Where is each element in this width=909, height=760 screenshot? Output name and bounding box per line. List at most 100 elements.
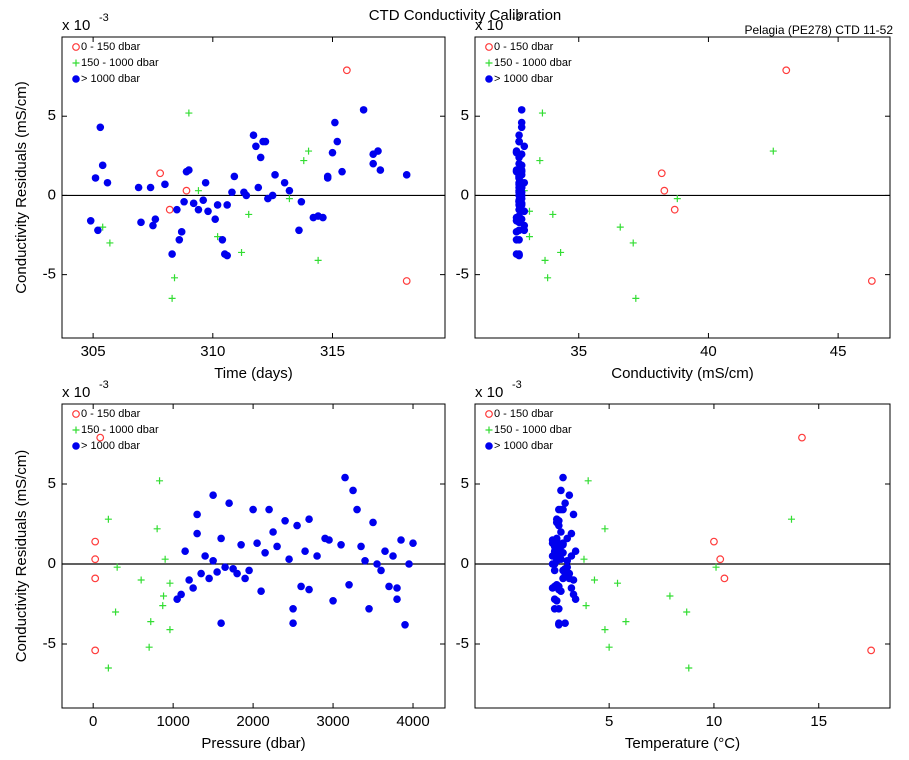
dot-marker bbox=[209, 491, 217, 500]
dot-marker bbox=[211, 215, 219, 223]
dot-marker bbox=[561, 499, 569, 508]
dot-marker bbox=[98, 161, 107, 170]
dot-marker bbox=[245, 566, 253, 575]
subplot: 5 10 15 -5 0 5 x 10 -3 Temperature (°C) 0 - 150 d… bbox=[456, 379, 891, 752]
plus-marker bbox=[787, 515, 795, 523]
dot-marker bbox=[225, 499, 233, 508]
legend-label: > 1000 dbar bbox=[81, 73, 140, 85]
dot-marker bbox=[559, 574, 567, 583]
dot-marker bbox=[173, 205, 181, 214]
plus-marker bbox=[166, 626, 174, 634]
dot-marker bbox=[271, 171, 279, 179]
y-tick-label: 0 bbox=[461, 186, 469, 203]
dot-marker bbox=[563, 557, 572, 565]
legend-marker bbox=[72, 59, 80, 67]
dot-marker bbox=[233, 569, 241, 578]
dot-marker bbox=[249, 505, 257, 514]
dot-marker bbox=[199, 196, 208, 204]
dot-marker bbox=[515, 235, 523, 244]
dot-marker bbox=[193, 529, 201, 538]
y-tick-label: 0 bbox=[461, 555, 469, 572]
dot-marker bbox=[517, 118, 526, 127]
dot-marker bbox=[189, 199, 198, 208]
open-circle-marker bbox=[402, 277, 411, 285]
x-tick-label: 0 bbox=[89, 713, 97, 730]
dot-marker bbox=[161, 180, 169, 189]
dot-marker bbox=[305, 515, 313, 523]
dot-marker bbox=[293, 521, 301, 530]
subplot: Pelagia (PE278) CTD 11-52 35 40 45 -5 0 5 x 10-… bbox=[456, 12, 894, 382]
dot-marker bbox=[548, 539, 557, 547]
dot-marker bbox=[337, 541, 345, 549]
dot-marker bbox=[228, 188, 236, 197]
x-tick-label: 35 bbox=[570, 343, 587, 360]
plus-marker bbox=[145, 643, 153, 651]
plus-marker bbox=[536, 157, 544, 165]
x-tick-label: 4000 bbox=[396, 713, 429, 730]
dot-marker bbox=[565, 491, 574, 500]
axis-multiplier: x 10 bbox=[475, 384, 503, 401]
plus-marker bbox=[160, 592, 168, 600]
dot-marker bbox=[569, 590, 578, 599]
plus-marker bbox=[666, 592, 674, 600]
x-tick-label: 1000 bbox=[156, 713, 189, 730]
plot-frame bbox=[61, 36, 446, 339]
plus-marker bbox=[104, 664, 112, 672]
plus-marker bbox=[314, 256, 322, 264]
plus-marker bbox=[538, 109, 546, 117]
legend-marker bbox=[485, 426, 493, 434]
dot-marker bbox=[515, 131, 523, 140]
dot-marker bbox=[550, 595, 559, 603]
dot-marker bbox=[548, 552, 557, 560]
dot-marker bbox=[550, 566, 559, 575]
plus-marker bbox=[557, 248, 565, 256]
dot-marker bbox=[265, 505, 273, 514]
dot-marker bbox=[301, 547, 309, 555]
plus-marker bbox=[629, 239, 637, 247]
dot-marker bbox=[365, 605, 373, 613]
plus-marker bbox=[194, 187, 202, 195]
plus-marker bbox=[305, 147, 313, 155]
legend-label: > 1000 dbar bbox=[494, 440, 553, 452]
dot-marker bbox=[369, 159, 377, 168]
legend-label: 150 - 1000 dbar bbox=[81, 57, 159, 69]
dot-marker bbox=[177, 590, 185, 599]
legend-marker bbox=[72, 75, 80, 83]
dot-marker bbox=[197, 569, 205, 578]
dot-marker bbox=[402, 171, 411, 179]
dot-marker bbox=[341, 473, 349, 482]
open-circle-marker bbox=[657, 169, 666, 178]
x-tick-label: 5 bbox=[605, 713, 613, 730]
plus-marker bbox=[285, 195, 293, 203]
open-circle-marker bbox=[670, 205, 679, 214]
dot-marker bbox=[517, 183, 526, 192]
x-tick-label: 315 bbox=[320, 343, 345, 360]
y-axis-label: Conductivity Residuals (mS/cm) bbox=[13, 450, 30, 663]
dot-marker bbox=[177, 228, 186, 236]
axis-exponent: -3 bbox=[512, 12, 522, 24]
dot-marker bbox=[393, 584, 401, 592]
x-axis-label: Temperature (°C) bbox=[625, 735, 740, 752]
open-circle-marker bbox=[91, 555, 100, 564]
dot-marker bbox=[397, 536, 405, 544]
dot-marker bbox=[201, 552, 209, 560]
plus-marker bbox=[156, 477, 164, 485]
plus-marker bbox=[166, 579, 174, 587]
plus-marker bbox=[99, 223, 107, 231]
dot-marker bbox=[252, 142, 260, 151]
open-circle-marker bbox=[165, 205, 174, 214]
dot-marker bbox=[385, 582, 393, 591]
open-circle-marker bbox=[660, 186, 669, 195]
dot-marker bbox=[361, 557, 369, 565]
dot-marker bbox=[515, 226, 523, 235]
dot-marker bbox=[555, 621, 563, 629]
dot-marker bbox=[369, 150, 377, 159]
dot-marker bbox=[329, 597, 337, 605]
legend-label: 0 - 150 dbar bbox=[494, 408, 554, 420]
dot-marker bbox=[280, 178, 289, 187]
open-circle-marker bbox=[782, 66, 791, 75]
dot-marker bbox=[91, 174, 100, 182]
x-tick-label: 15 bbox=[810, 713, 827, 730]
plus-marker bbox=[605, 643, 613, 651]
open-circle-marker bbox=[156, 169, 165, 178]
